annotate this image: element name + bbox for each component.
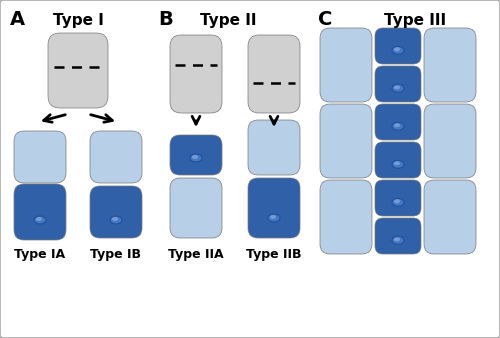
Ellipse shape xyxy=(392,160,404,168)
FancyBboxPatch shape xyxy=(48,33,108,108)
FancyBboxPatch shape xyxy=(320,180,372,254)
FancyBboxPatch shape xyxy=(170,35,222,113)
FancyBboxPatch shape xyxy=(248,35,300,113)
Text: Type IA: Type IA xyxy=(14,248,66,261)
Ellipse shape xyxy=(392,122,404,130)
Text: Type II: Type II xyxy=(200,13,256,28)
Text: C: C xyxy=(318,10,332,29)
Text: Type IIB: Type IIB xyxy=(246,248,302,261)
Ellipse shape xyxy=(268,214,280,222)
Text: B: B xyxy=(158,10,173,29)
FancyBboxPatch shape xyxy=(375,218,421,254)
Ellipse shape xyxy=(394,161,400,165)
FancyBboxPatch shape xyxy=(375,66,421,102)
Ellipse shape xyxy=(190,154,202,162)
FancyBboxPatch shape xyxy=(320,104,372,178)
Ellipse shape xyxy=(394,199,400,203)
FancyBboxPatch shape xyxy=(424,28,476,102)
Text: Type I: Type I xyxy=(52,13,104,28)
FancyBboxPatch shape xyxy=(14,131,66,183)
Ellipse shape xyxy=(192,155,198,159)
Ellipse shape xyxy=(270,215,276,219)
FancyBboxPatch shape xyxy=(14,184,66,240)
Ellipse shape xyxy=(112,217,118,221)
Ellipse shape xyxy=(34,216,46,224)
Ellipse shape xyxy=(394,47,400,51)
Ellipse shape xyxy=(36,217,42,221)
FancyBboxPatch shape xyxy=(248,178,300,238)
Text: Type IIA: Type IIA xyxy=(168,248,224,261)
Text: A: A xyxy=(10,10,25,29)
Ellipse shape xyxy=(394,123,400,127)
FancyBboxPatch shape xyxy=(170,178,222,238)
Ellipse shape xyxy=(392,198,404,206)
Text: Type III: Type III xyxy=(384,13,446,28)
FancyBboxPatch shape xyxy=(170,135,222,175)
FancyBboxPatch shape xyxy=(424,104,476,178)
FancyBboxPatch shape xyxy=(424,180,476,254)
Ellipse shape xyxy=(392,46,404,54)
Ellipse shape xyxy=(394,85,400,89)
Ellipse shape xyxy=(392,84,404,92)
FancyBboxPatch shape xyxy=(375,180,421,216)
Ellipse shape xyxy=(394,237,400,241)
FancyBboxPatch shape xyxy=(90,131,142,183)
Ellipse shape xyxy=(110,216,122,224)
FancyBboxPatch shape xyxy=(320,28,372,102)
Text: Type IB: Type IB xyxy=(90,248,142,261)
FancyBboxPatch shape xyxy=(375,142,421,178)
Ellipse shape xyxy=(392,236,404,244)
FancyBboxPatch shape xyxy=(90,186,142,238)
FancyBboxPatch shape xyxy=(375,28,421,64)
FancyBboxPatch shape xyxy=(375,104,421,140)
FancyBboxPatch shape xyxy=(248,120,300,175)
